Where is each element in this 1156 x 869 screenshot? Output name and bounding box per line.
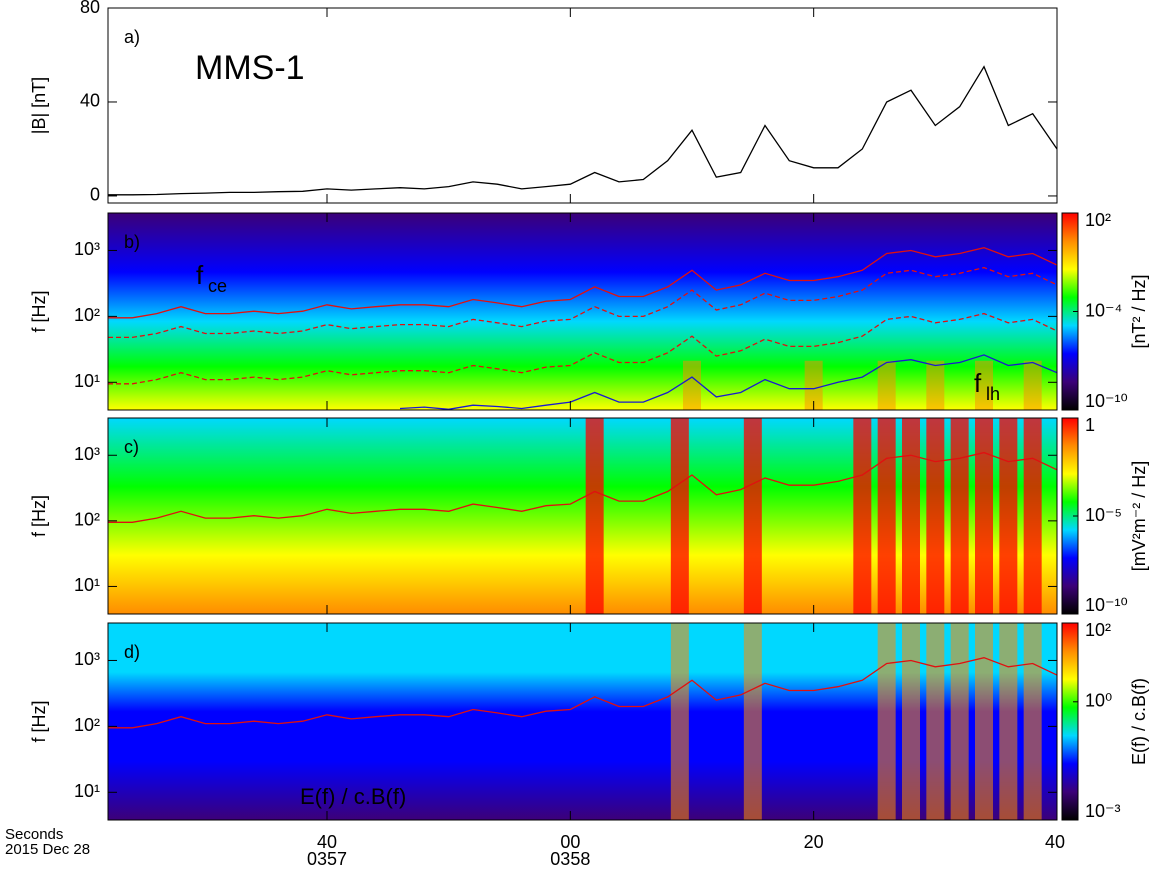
colorbar-title: E(f) / c.B(f): [1129, 678, 1149, 765]
x-tick-label: 20: [804, 832, 824, 852]
colorbar-title: [nT² / Hz]: [1129, 274, 1149, 348]
y-tick-label: 10¹: [74, 371, 100, 391]
y-axis-label: f [Hz]: [29, 700, 49, 742]
y-tick-label: 10²: [74, 715, 100, 735]
plot-frame: [107, 622, 1058, 821]
spectrogram-burst: [1023, 360, 1042, 410]
spectrogram-burst: [950, 623, 969, 820]
y-tick-label: 10³: [74, 239, 100, 259]
colorbar-tick-label: 10⁻¹⁰: [1085, 595, 1128, 615]
colorbar-tick-label: 10²: [1085, 620, 1111, 640]
spectrogram-burst: [950, 418, 969, 614]
x-axis-title: Seconds: [5, 826, 63, 843]
data-line: [108, 247, 1057, 319]
spectrogram-burst: [670, 418, 689, 614]
colorbar-tick-label: 10²: [1085, 210, 1111, 230]
panel-label: b): [124, 232, 140, 252]
panel: 10⁻¹⁰ 10⁻⁴ 10² [nT² / Hz] 10¹ 10² 10³ f [Hz] b) f…: [29, 210, 1149, 411]
panel-label: c): [124, 437, 139, 457]
spectrogram-burst: [585, 418, 604, 614]
data-line: [108, 266, 1057, 339]
colorbar-tick-label: 10⁻⁵: [1085, 505, 1122, 525]
spectrogram: [108, 213, 1057, 410]
spectrogram-burst: [743, 418, 762, 614]
spectrogram-burst: [926, 623, 945, 820]
y-axis-label: |B| [nT]: [29, 77, 49, 134]
plot-frame: [107, 417, 1058, 615]
panel: 10⁻¹⁰ 10⁻⁵ 1 [mV²m⁻² / Hz] 10¹ 10² 10³ f [Hz] c): [29, 415, 1149, 615]
annotation: f: [196, 260, 204, 290]
spectrogram-burst: [853, 418, 872, 614]
y-tick-label: 10³: [74, 444, 100, 464]
colorbar-tick-label: 1: [1085, 415, 1095, 435]
y-tick-label: 10³: [74, 649, 100, 669]
x-axis-title: 2015 Dec 28: [5, 841, 90, 858]
spectrogram: [108, 418, 1057, 614]
x-hour-label: 0357: [307, 849, 347, 869]
spectrogram-burst: [926, 418, 945, 614]
data-line: [108, 657, 1057, 729]
data-line: [108, 65, 1057, 196]
colorbar-tick-label: 10⁻⁴: [1085, 300, 1122, 320]
annotation: MMS-1: [195, 49, 305, 87]
x-hour-label: 0358: [550, 849, 590, 869]
x-tick-label: 40: [1045, 832, 1065, 852]
panel: 10⁻³ 10⁰ 10² E(f) / c.B(f) 10¹ 10² 10³ f [Hz] d)…: [5, 620, 1149, 869]
spectrogram-burst: [975, 623, 993, 820]
spectrogram-burst: [902, 418, 920, 614]
plot-frame: [107, 7, 1058, 204]
spectrogram-burst: [877, 418, 896, 614]
y-axis-label: f [Hz]: [29, 290, 49, 332]
spectrogram-burst: [1023, 623, 1042, 820]
panel: 0 40 80 |B| [nT] a) MMS-1: [29, 0, 1058, 205]
annotation: E(f) / c.B(f): [300, 784, 406, 809]
spectrogram-burst: [670, 623, 689, 820]
spectrogram-burst: [877, 360, 896, 410]
data-line: [108, 312, 1057, 385]
panel-label: a): [124, 27, 140, 47]
spectrogram-burst: [975, 360, 993, 410]
plot-frame: [107, 212, 1058, 411]
y-tick-label: 10¹: [74, 575, 100, 595]
spectrogram-burst: [877, 623, 896, 820]
spectrogram-burst: [743, 623, 762, 820]
colorbar-tick-label: 10⁻¹⁰: [1085, 391, 1128, 411]
y-axis-label: f [Hz]: [29, 495, 49, 537]
annotation-subscript: lh: [986, 384, 1000, 404]
y-tick-label: 40: [80, 91, 100, 111]
colorbar-tick-label: 10⁻³: [1085, 801, 1121, 821]
y-tick-label: 0: [90, 185, 100, 205]
x-tick-label: 40: [317, 832, 337, 852]
spectrogram-burst: [1023, 418, 1042, 614]
spectrogram-burst: [975, 418, 993, 614]
y-tick-label: 10¹: [74, 781, 100, 801]
y-tick-label: 80: [80, 0, 100, 17]
data-line: [399, 354, 1057, 410]
spectrogram-burst: [804, 360, 823, 410]
annotation: f: [974, 368, 982, 398]
y-tick-label: 10²: [74, 305, 100, 325]
panel-label: d): [124, 642, 140, 662]
data-line: [108, 451, 1057, 523]
spectrogram-burst: [926, 360, 945, 410]
x-tick-label: 00: [560, 832, 580, 852]
spectrogram-burst: [999, 418, 1018, 614]
colorbar-tick-label: 10⁰: [1085, 691, 1112, 711]
spectrogram-burst: [683, 360, 701, 410]
y-tick-label: 10²: [74, 510, 100, 530]
spectrogram-burst: [999, 623, 1018, 820]
spectrogram-burst: [902, 623, 920, 820]
spectrogram: [108, 623, 1057, 820]
colorbar-title: [mV²m⁻² / Hz]: [1129, 461, 1149, 572]
annotation-subscript: ce: [208, 276, 227, 296]
colorbar: [1061, 622, 1079, 821]
